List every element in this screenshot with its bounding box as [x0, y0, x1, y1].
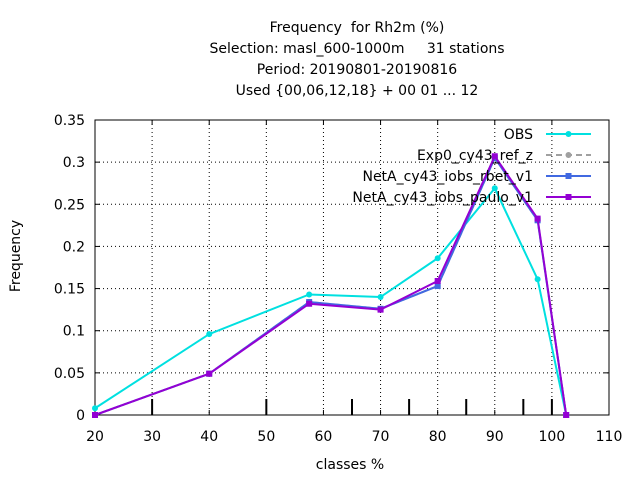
y-tick-label: 0.05 — [54, 366, 85, 382]
legend-marker — [565, 131, 572, 137]
series-line — [94, 154, 568, 416]
chart-subtitle-selection: Selection: masl_600-1000m 31 stations — [209, 41, 505, 57]
x-tick-label: 40 — [200, 429, 218, 445]
y-tick-label: 0.25 — [54, 197, 85, 213]
x-tick-label: 80 — [429, 429, 447, 445]
legend: OBS Exp0_cy43_ref_z NetA_cy43_iobs_rbet_v1… — [352, 127, 591, 206]
data-point — [92, 405, 98, 412]
x-tick-label: 50 — [257, 429, 275, 445]
legend-marker — [565, 173, 572, 179]
chart-subtitle-period: Period: 20190801-20190816 — [256, 62, 458, 78]
data-point — [491, 185, 498, 192]
legend-marker — [565, 194, 572, 200]
y-tick-label: 0.15 — [54, 282, 85, 298]
legend-marker — [565, 152, 572, 158]
series-lines — [92, 153, 570, 418]
x-tick-label: 20 — [86, 429, 104, 445]
axes: 20 30 40 50 60 70 80 90 100 110 0 0.05 0.1 0.15 0.2 0.2… — [54, 113, 623, 445]
x-axis-label: classes % — [315, 457, 385, 473]
chart-title-line: Frequency for Rh2m (%) — [269, 20, 445, 36]
data-point — [306, 300, 313, 307]
legend-label: NetA_cy43_iobs_paulo_v1 — [352, 190, 533, 206]
y-tick-label: 0.3 — [63, 155, 85, 171]
data-point — [491, 153, 498, 160]
legend-label: Exp0_cy43_ref_z — [417, 148, 533, 164]
grid-lines — [95, 120, 609, 415]
data-point — [434, 283, 441, 290]
data-point — [434, 255, 441, 262]
y-tick-label: 0.1 — [63, 324, 85, 340]
x-tick-label: 70 — [372, 429, 390, 445]
y-tick-label: 0.35 — [54, 113, 85, 129]
data-point — [563, 412, 570, 418]
y-axis-label: Frequency — [8, 219, 24, 293]
legend-label: OBS — [504, 127, 533, 143]
data-point — [206, 370, 213, 377]
x-tick-label: 60 — [315, 429, 333, 445]
data-point — [92, 412, 98, 418]
x-tick-label: 90 — [486, 429, 504, 445]
y-tick-label: 0 — [76, 408, 85, 424]
data-point — [377, 294, 384, 300]
series-line — [94, 186, 568, 416]
chart-subtitle-used: Used {00,06,12,18} + 00 01 ... 12 — [235, 83, 479, 99]
data-point — [534, 215, 541, 222]
x-tick-label: 30 — [143, 429, 161, 445]
x-tick-label: 110 — [596, 429, 623, 445]
y-tick-label: 0.2 — [63, 239, 85, 255]
legend-label: NetA_cy43_iobs_rbet_v1 — [362, 169, 533, 185]
x-tick-label: 100 — [539, 429, 566, 445]
data-point — [306, 291, 313, 298]
data-point — [206, 331, 213, 338]
data-point — [534, 276, 541, 283]
data-point — [434, 277, 441, 284]
data-point — [377, 306, 384, 313]
